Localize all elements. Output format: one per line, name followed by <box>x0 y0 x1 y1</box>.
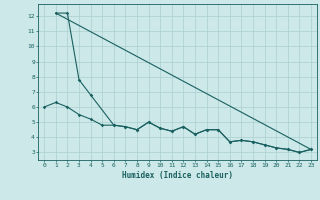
X-axis label: Humidex (Indice chaleur): Humidex (Indice chaleur) <box>122 171 233 180</box>
